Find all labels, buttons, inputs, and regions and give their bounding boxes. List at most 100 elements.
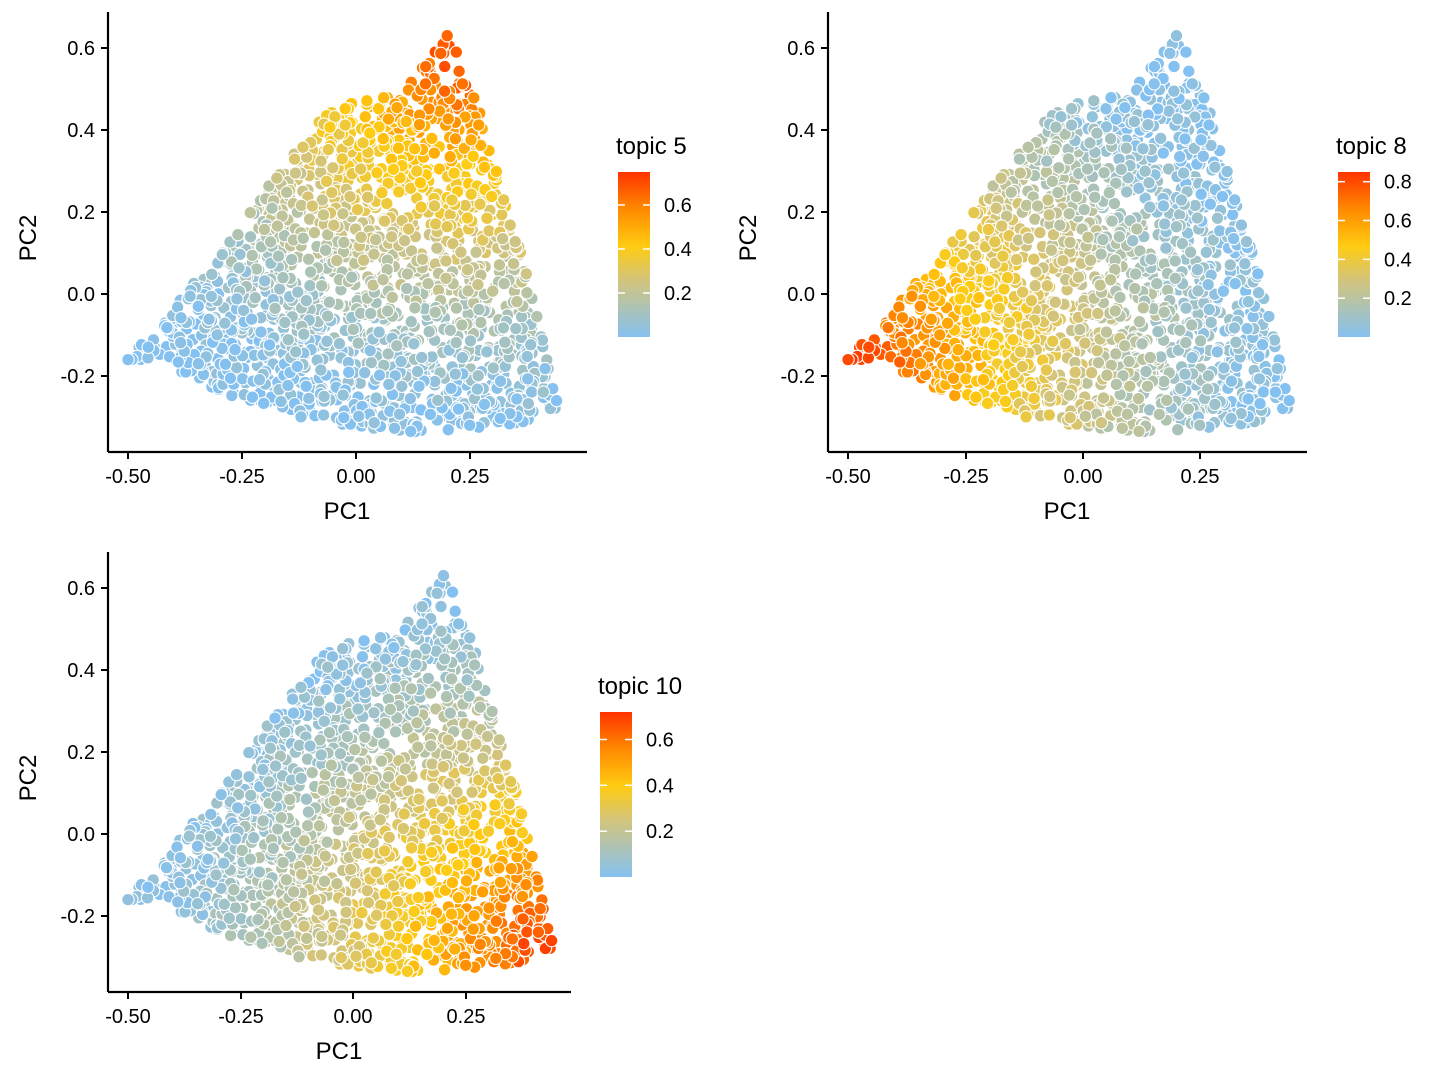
data-point <box>413 176 428 190</box>
data-point <box>430 586 444 601</box>
data-point <box>953 292 967 306</box>
data-point <box>1239 234 1254 249</box>
y-axis-topic-8: -0.2 0.0 0.2 0.4 0.6 PC2 <box>735 12 830 452</box>
data-point <box>301 252 316 266</box>
data-point <box>1042 408 1057 422</box>
data-point <box>509 321 523 336</box>
data-point <box>372 368 387 382</box>
y-tick-label: -0.2 <box>781 366 815 388</box>
data-point <box>1169 28 1184 43</box>
data-point <box>281 333 296 347</box>
data-point <box>171 355 186 369</box>
data-point <box>992 301 1007 316</box>
data-point <box>271 249 286 263</box>
data-point <box>1139 364 1153 379</box>
data-point <box>1141 117 1155 132</box>
data-point <box>384 961 399 976</box>
data-point <box>1084 365 1099 380</box>
data-point <box>337 410 351 425</box>
data-point <box>1190 211 1205 225</box>
data-point <box>1123 379 1137 394</box>
data-point <box>252 865 267 879</box>
data-point <box>1210 211 1225 226</box>
data-point <box>1140 379 1155 394</box>
data-point <box>1143 200 1157 214</box>
data-point <box>471 277 485 292</box>
data-point <box>524 385 539 399</box>
data-point <box>474 315 488 330</box>
data-point <box>411 740 425 754</box>
data-point <box>1118 100 1132 115</box>
data-point <box>360 94 374 108</box>
data-point <box>1163 46 1177 61</box>
data-point <box>1204 315 1218 330</box>
data-point <box>422 324 436 339</box>
data-point <box>256 396 271 411</box>
data-point <box>1256 385 1271 399</box>
data-point <box>1173 323 1187 338</box>
data-point <box>390 339 404 353</box>
data-point <box>1157 374 1171 389</box>
data-point <box>1220 164 1234 179</box>
data-point <box>1132 424 1146 439</box>
data-point <box>228 342 242 357</box>
data-point <box>403 391 418 406</box>
data-point <box>243 230 258 244</box>
data-point <box>423 686 438 700</box>
data-point <box>1128 281 1142 296</box>
data-point <box>141 340 155 354</box>
data-point <box>1159 241 1173 255</box>
data-point <box>1053 218 1067 232</box>
data-point <box>431 393 445 408</box>
data-point <box>1062 388 1077 402</box>
data-point <box>523 337 538 352</box>
data-point <box>284 252 299 267</box>
data-point <box>1138 164 1152 178</box>
data-point <box>980 396 995 411</box>
data-point <box>1147 59 1162 74</box>
data-point <box>1064 118 1079 132</box>
data-point <box>536 385 551 399</box>
data-point <box>978 325 992 339</box>
data-point <box>440 219 454 234</box>
data-point <box>1078 409 1093 424</box>
data-point <box>927 267 941 282</box>
data-point <box>924 312 939 327</box>
data-point <box>1063 235 1077 250</box>
data-point <box>376 90 391 105</box>
data-point <box>448 604 462 619</box>
data-point <box>1096 232 1110 247</box>
data-point <box>469 855 484 870</box>
data-point <box>418 77 433 91</box>
data-point <box>994 219 1009 233</box>
data-point <box>1208 397 1222 412</box>
data-point <box>1119 141 1134 155</box>
colorbar-tick-label: 0.2 <box>1384 288 1412 310</box>
panel-topic-5: -0.50 -0.25 0.00 0.25 PC1 -0.2 0.0 0.2 0… <box>15 12 692 525</box>
data-point <box>1153 131 1168 146</box>
data-point <box>1081 230 1095 245</box>
data-point <box>1024 379 1039 393</box>
data-point <box>1150 276 1164 291</box>
data-point <box>1197 91 1211 105</box>
data-point <box>408 301 422 315</box>
data-point <box>367 706 381 720</box>
data-point <box>418 59 433 74</box>
data-point <box>1252 349 1266 364</box>
data-point <box>257 222 272 237</box>
data-point <box>486 361 501 375</box>
data-point <box>351 409 366 424</box>
data-point <box>989 201 1003 215</box>
data-point <box>967 205 981 220</box>
data-point <box>493 374 508 388</box>
data-point <box>397 807 411 821</box>
data-point <box>463 334 478 348</box>
data-point <box>1039 363 1054 377</box>
data-point <box>973 262 988 276</box>
data-point <box>386 162 401 177</box>
data-point <box>385 290 400 305</box>
scatter-points-topic-5 <box>121 28 564 439</box>
data-point <box>520 372 535 386</box>
data-point <box>981 222 996 237</box>
data-point <box>326 161 340 175</box>
